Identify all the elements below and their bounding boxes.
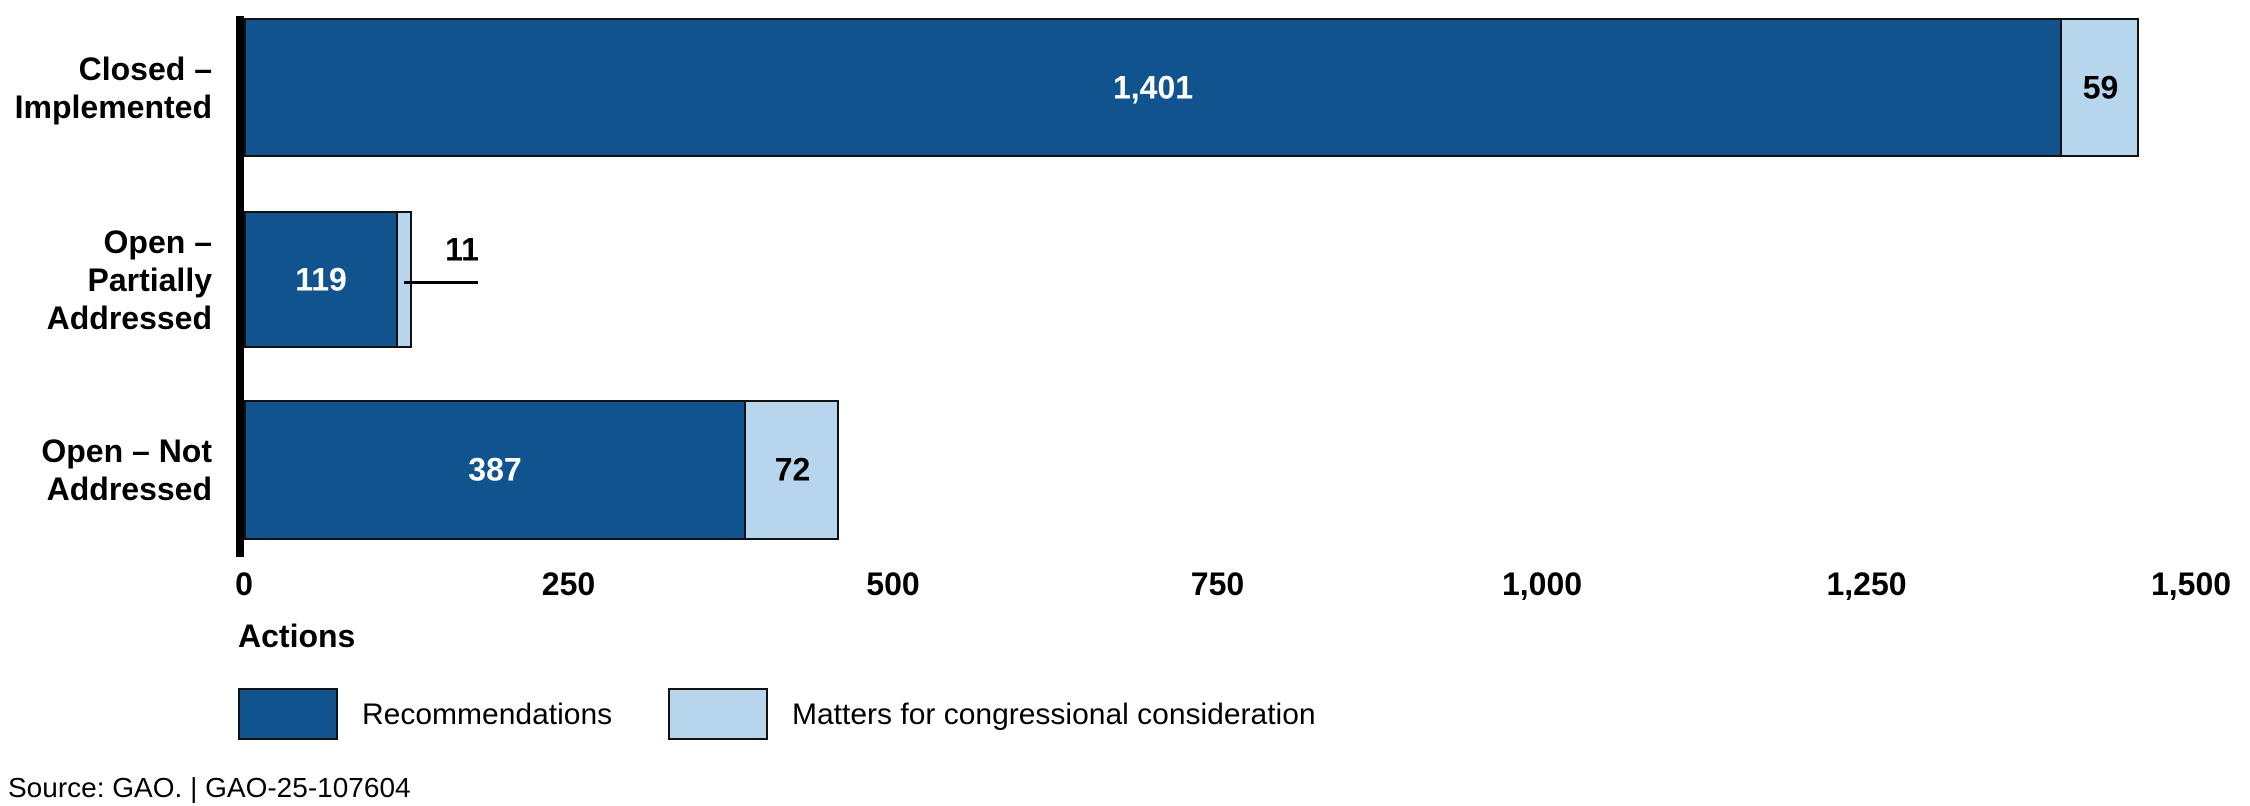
bar-segment	[244, 400, 746, 540]
source-line: Source: GAO. | GAO-25-107604	[8, 772, 411, 803]
legend-label: Recommendations	[362, 698, 613, 731]
x-tick-label: 1,500	[2150, 566, 2232, 602]
value-label: 11	[445, 231, 479, 267]
category-label: Open – Not Addressed	[41, 433, 212, 507]
value-label: 59	[2082, 69, 2119, 105]
bar-segment	[244, 18, 2062, 157]
bar-segment	[396, 211, 412, 348]
x-tick-label: 250	[541, 566, 596, 602]
bar-segment	[744, 400, 839, 540]
value-label: 72	[774, 451, 811, 488]
x-axis-title: Actions	[238, 618, 356, 654]
x-tick-label: 750	[1190, 566, 1245, 602]
x-tick-label: 1,250	[1826, 566, 1907, 602]
value-label: 387	[468, 451, 522, 488]
x-tick-label: 1,000	[1501, 566, 1583, 602]
axis-baseline	[236, 16, 244, 557]
category-label: Closed – Implemented	[14, 50, 212, 125]
bar-segment	[2060, 18, 2139, 157]
recommendations-swatch	[238, 688, 338, 740]
callout-line	[404, 280, 478, 284]
legend-label: Matters for congressional consideration	[792, 698, 1316, 731]
value-label: 1,401	[1112, 69, 1194, 105]
matters-swatch	[668, 688, 768, 740]
category-label: Open – Partially Addressed	[46, 223, 212, 336]
value-label: 119	[295, 261, 347, 297]
x-tick-label: 500	[866, 566, 920, 602]
bar-segment	[244, 211, 398, 348]
x-tick-label: 0	[235, 566, 253, 602]
